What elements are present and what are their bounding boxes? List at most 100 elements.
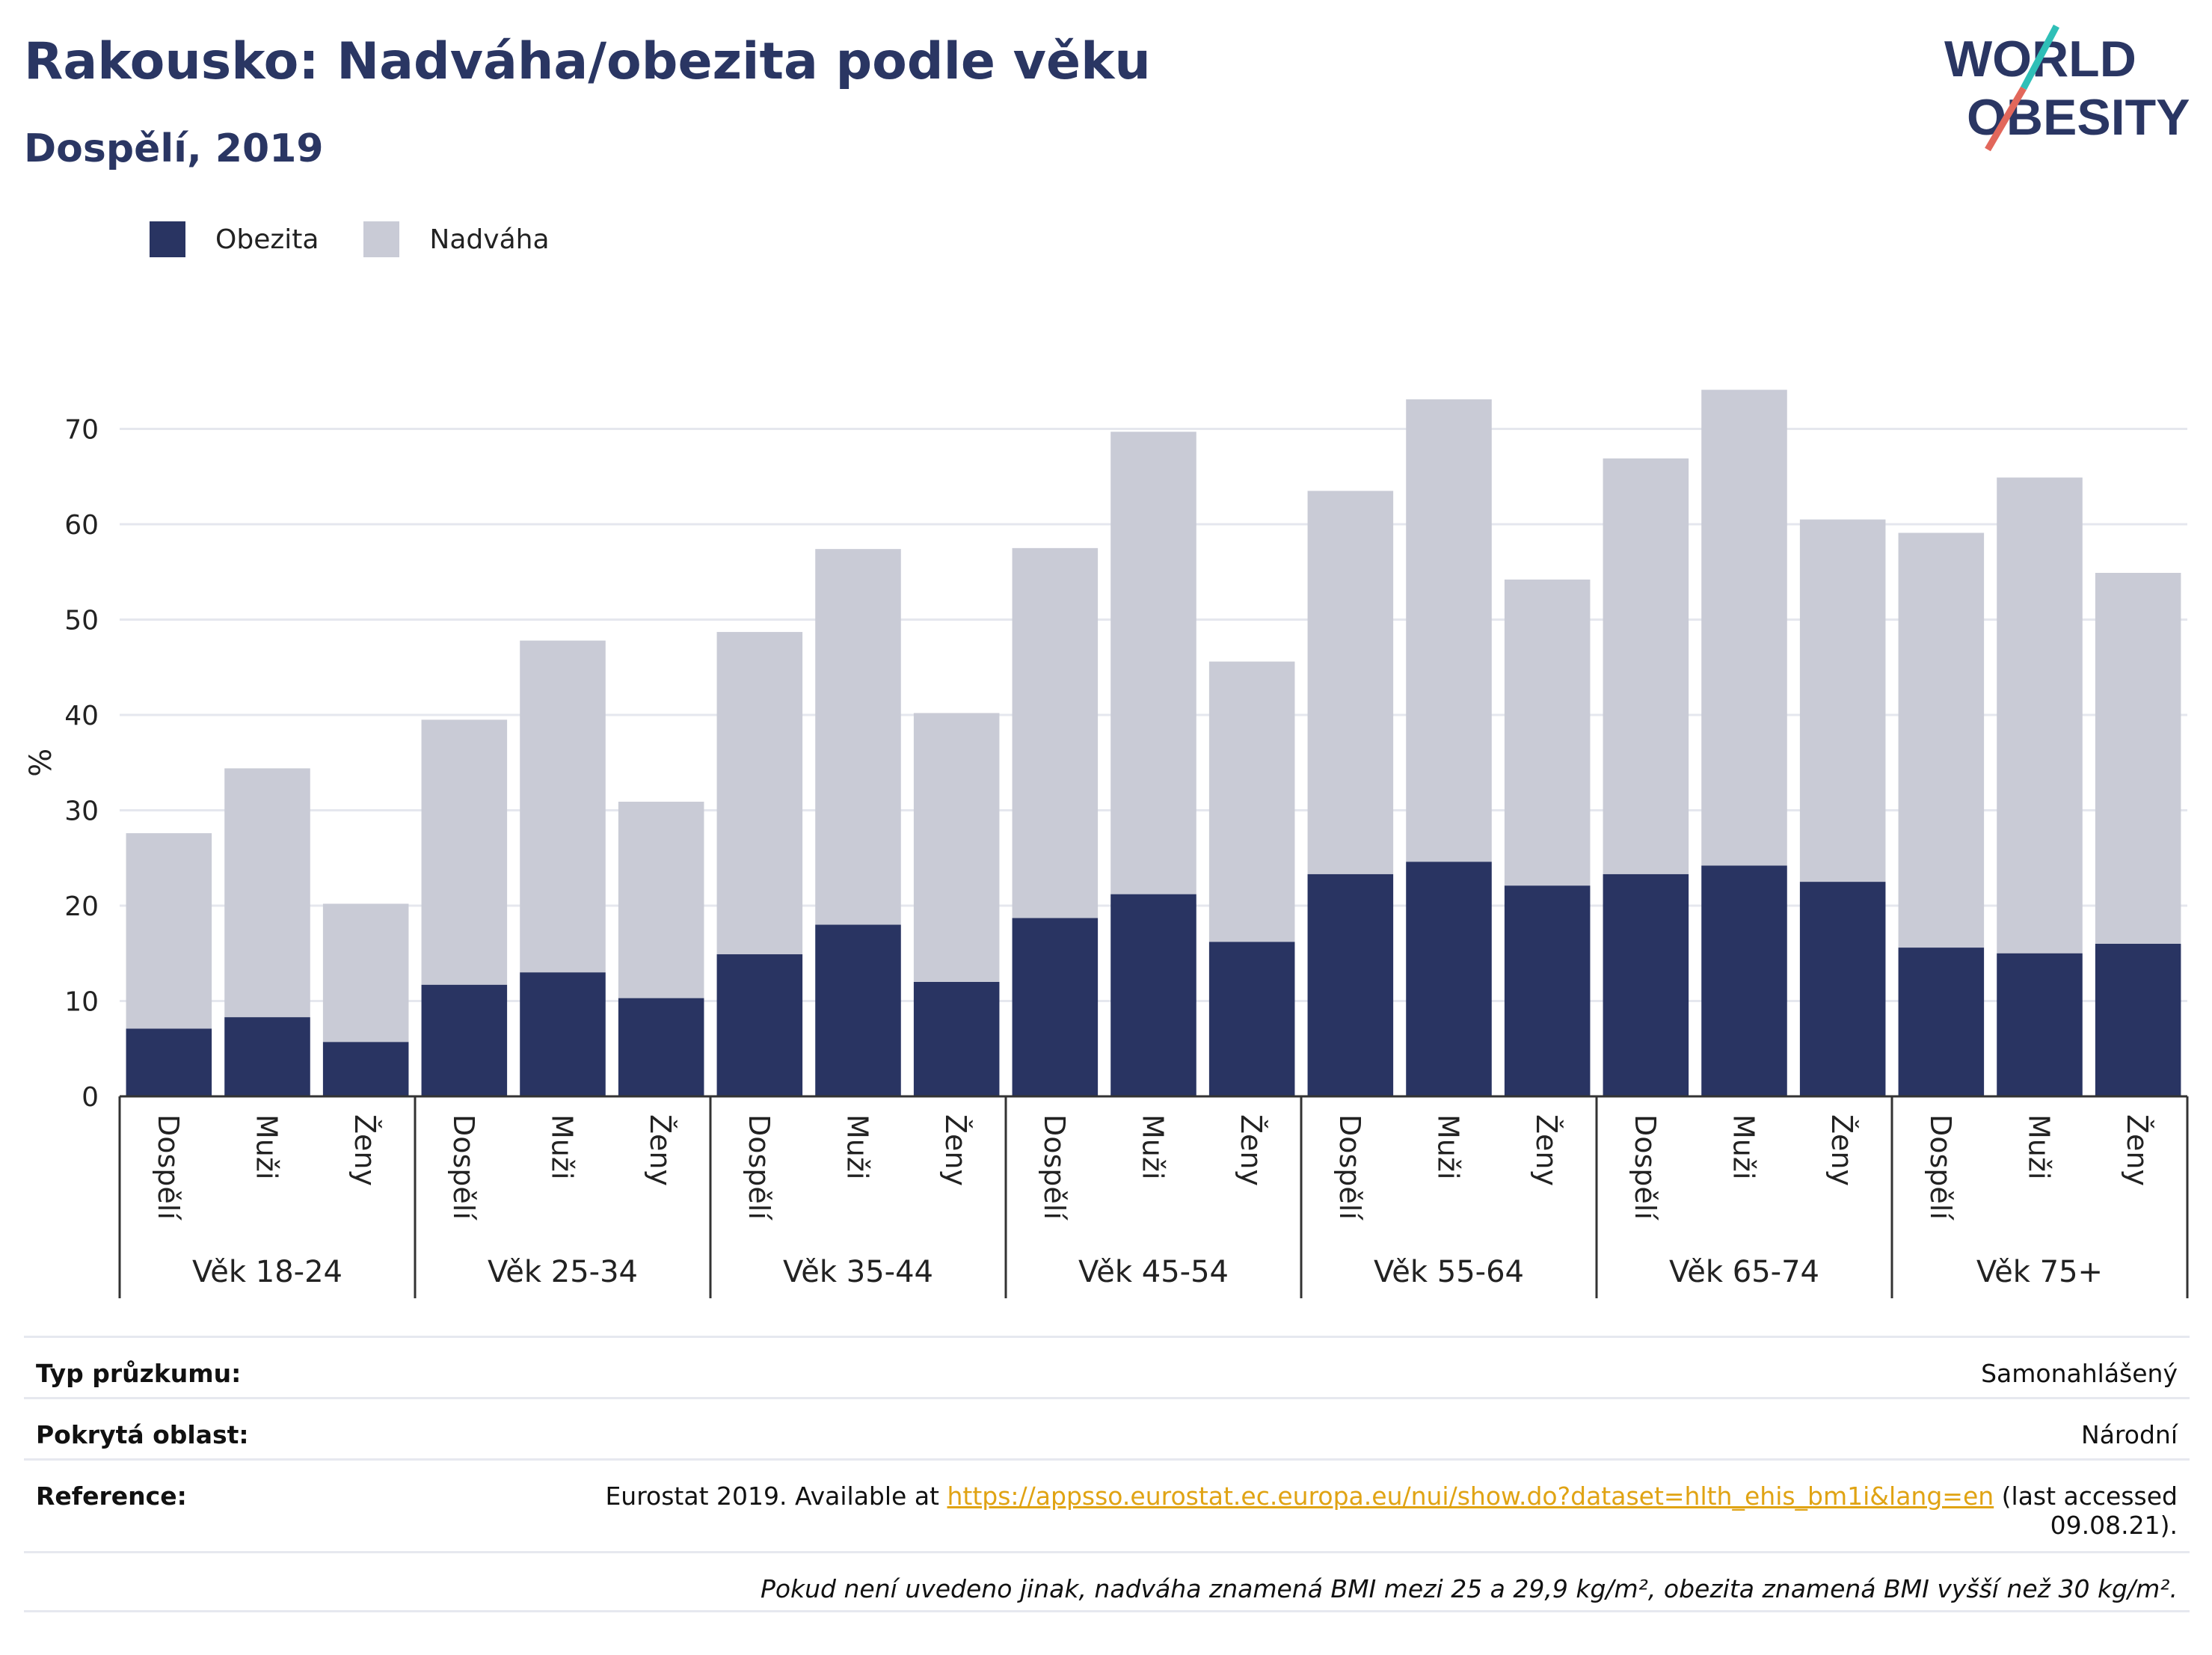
y-tick-label: 30 bbox=[64, 796, 99, 827]
bar-nadvaha bbox=[716, 632, 803, 955]
y-tick-label: 10 bbox=[64, 987, 99, 1018]
reference-link[interactable]: https://appsso.eurostat.ec.europa.eu/nui… bbox=[947, 1481, 1994, 1511]
reference-date: 09.08.21). bbox=[2050, 1511, 2178, 1540]
area-label: Pokrytá oblast: bbox=[36, 1420, 249, 1449]
bar-obezita bbox=[1997, 953, 2083, 1096]
x-group-label: Věk 18-24 bbox=[192, 1255, 342, 1289]
reference-label: Reference: bbox=[36, 1481, 187, 1511]
bar-obezita bbox=[520, 972, 606, 1096]
bar-obezita bbox=[1898, 948, 1985, 1096]
bar-obezita bbox=[913, 982, 1000, 1096]
info-row-reference: Reference: Eurostat 2019. Available at h… bbox=[24, 1458, 2190, 1551]
bar-nadvaha bbox=[1504, 579, 1591, 886]
legend-item-nadvaha: Nadváha bbox=[363, 221, 550, 257]
legend-item-obezita: Obezita bbox=[150, 221, 319, 257]
bar-nadvaha bbox=[815, 549, 901, 925]
bar-obezita bbox=[1603, 873, 1689, 1096]
world-obesity-logo: WORLD OBESITY bbox=[1944, 24, 2190, 152]
x-group-label: Věk 65-74 bbox=[1669, 1255, 1819, 1289]
definition-note: Pokud není uvedeno jinak, nadváha znamen… bbox=[760, 1574, 2178, 1603]
bar-nadvaha bbox=[322, 903, 409, 1043]
x-subcategory-label: Dospělí bbox=[152, 1114, 185, 1220]
x-subcategory-label: Dospělí bbox=[1038, 1114, 1071, 1220]
reference-prefix: Eurostat 2019. Available at bbox=[605, 1481, 947, 1511]
x-subcategory-label: Dospělí bbox=[743, 1114, 775, 1220]
bar-nadvaha bbox=[224, 768, 310, 1018]
x-subcategory-label: Dospělí bbox=[1629, 1114, 1662, 1220]
x-subcategory-label: Muži bbox=[1432, 1114, 1465, 1179]
x-subcategory-label: Ženy bbox=[644, 1114, 677, 1186]
bar-nadvaha bbox=[421, 719, 508, 985]
x-subcategory-label: Muži bbox=[841, 1114, 874, 1179]
bar-nadvaha bbox=[1701, 390, 1787, 866]
bar-nadvaha bbox=[618, 802, 704, 998]
info-row-area: Pokrytá oblast: Národní bbox=[24, 1397, 2190, 1458]
x-subcategory-label: Muži bbox=[1727, 1114, 1760, 1179]
x-group-label: Věk 25-34 bbox=[488, 1255, 638, 1289]
bar-obezita bbox=[1208, 942, 1295, 1096]
bar-obezita bbox=[815, 924, 901, 1096]
y-tick-label: 0 bbox=[82, 1082, 99, 1113]
x-subcategory-label: Ženy bbox=[939, 1114, 972, 1186]
bar-obezita bbox=[1406, 862, 1492, 1096]
bar-nadvaha bbox=[2095, 573, 2181, 944]
survey-type-label: Typ průzkumu: bbox=[36, 1359, 242, 1388]
y-tick-label: 60 bbox=[64, 510, 99, 541]
info-row-survey-type: Typ průzkumu: Samonahlášený bbox=[24, 1336, 2190, 1397]
bar-obezita bbox=[1701, 865, 1787, 1096]
info-row-note: Pokud není uvedeno jinak, nadváha znamen… bbox=[24, 1551, 2190, 1612]
bar-nadvaha bbox=[1898, 532, 1985, 948]
x-subcategory-label: Muži bbox=[1137, 1114, 1170, 1179]
y-tick-label: 70 bbox=[64, 415, 99, 446]
x-subcategory-label: Muži bbox=[546, 1114, 579, 1179]
x-subcategory-label: Ženy bbox=[1825, 1114, 1858, 1186]
legend-label-obezita: Obezita bbox=[215, 224, 319, 255]
svg-text:OBESITY: OBESITY bbox=[1967, 89, 2190, 146]
x-group-label: Věk 35-44 bbox=[783, 1255, 933, 1289]
bar-nadvaha bbox=[1110, 432, 1196, 894]
x-subcategory-label: Ženy bbox=[2121, 1114, 2154, 1186]
x-subcategory-label: Muži bbox=[2023, 1114, 2056, 1179]
y-tick-label: 40 bbox=[64, 701, 99, 731]
bar-obezita bbox=[618, 998, 704, 1096]
legend-swatch-nadvaha bbox=[363, 221, 400, 257]
reference-suffix: (last accessed bbox=[1994, 1481, 2178, 1511]
bar-obezita bbox=[322, 1042, 409, 1096]
stacked-bar-chart: 0 10 20 30 40 50 60 70% Dospělí Muži Ženy Věk 18-24… bbox=[24, 390, 2189, 1298]
chart-title: Rakousko: Nadváha/obezita podle věku bbox=[24, 32, 1151, 91]
x-subcategory-label: Muži bbox=[251, 1114, 283, 1179]
bar-obezita bbox=[1799, 882, 1886, 1096]
bar-obezita bbox=[1307, 873, 1394, 1096]
x-group-label: Věk 45-54 bbox=[1078, 1255, 1229, 1289]
x-subcategory-label: Dospělí bbox=[447, 1114, 480, 1220]
y-tick-label: 50 bbox=[64, 606, 99, 636]
bar-obezita bbox=[421, 984, 508, 1096]
bar-nadvaha bbox=[1012, 547, 1099, 918]
x-group-label: Věk 75+ bbox=[1976, 1255, 2103, 1289]
chart-legend: Obezita Nadváha bbox=[150, 221, 595, 257]
bar-obezita bbox=[1012, 918, 1099, 1096]
bar-nadvaha bbox=[1799, 519, 1886, 882]
bar-nadvaha bbox=[126, 833, 212, 1029]
bar-obezita bbox=[1504, 885, 1591, 1096]
area-value: Národní bbox=[2081, 1420, 2178, 1449]
reference-value: Eurostat 2019. Available at https://apps… bbox=[605, 1481, 2178, 1540]
chart-subtitle: Dospělí, 2019 bbox=[24, 126, 324, 171]
bar-nadvaha bbox=[1208, 661, 1295, 942]
legend-label-nadvaha: Nadváha bbox=[429, 224, 550, 255]
bar-nadvaha bbox=[1997, 477, 2083, 954]
bar-obezita bbox=[126, 1028, 212, 1096]
y-axis-label: % bbox=[24, 749, 58, 777]
bar-obezita bbox=[2095, 944, 2181, 1096]
x-subcategory-label: Ženy bbox=[1235, 1114, 1268, 1186]
bar-obezita bbox=[224, 1017, 310, 1096]
bar-nadvaha bbox=[913, 713, 1000, 982]
x-subcategory-label: Ženy bbox=[348, 1114, 381, 1186]
x-subcategory-label: Ženy bbox=[1530, 1114, 1563, 1186]
bar-obezita bbox=[716, 954, 803, 1096]
x-group-label: Věk 55-64 bbox=[1374, 1255, 1524, 1289]
info-table: Typ průzkumu: Samonahlášený Pokrytá obla… bbox=[24, 1336, 2190, 1612]
survey-type-value: Samonahlášený bbox=[1981, 1359, 2178, 1388]
bar-nadvaha bbox=[1307, 491, 1394, 874]
bar-obezita bbox=[1110, 894, 1196, 1096]
